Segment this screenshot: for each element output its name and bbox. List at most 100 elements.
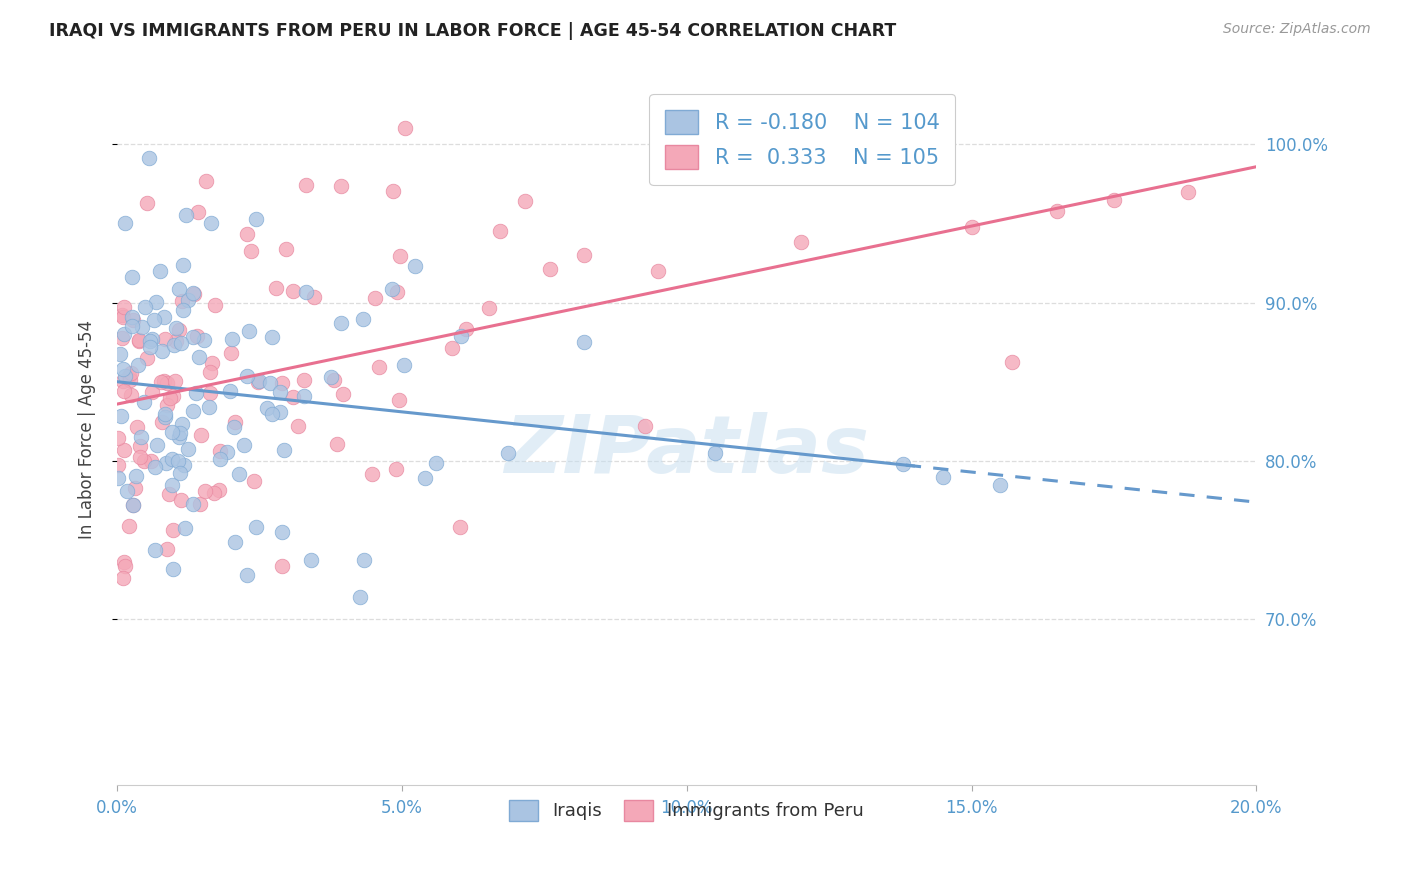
Point xyxy=(349,590,371,604)
Point xyxy=(170,335,193,350)
Point xyxy=(232,438,254,452)
Point xyxy=(235,227,257,241)
Point xyxy=(219,384,242,398)
Point xyxy=(200,216,222,230)
Point xyxy=(174,521,197,535)
Point xyxy=(160,425,183,439)
Point xyxy=(128,439,150,453)
Point xyxy=(139,454,162,468)
Point xyxy=(224,535,246,549)
Point xyxy=(204,298,226,312)
Point xyxy=(138,151,160,165)
Point xyxy=(789,235,811,250)
Point xyxy=(574,248,596,262)
Point xyxy=(143,459,166,474)
Point xyxy=(128,450,150,464)
Point xyxy=(240,244,263,258)
Point xyxy=(163,338,186,352)
Point xyxy=(404,259,426,273)
Point xyxy=(190,427,212,442)
Point xyxy=(538,262,561,277)
Point xyxy=(167,282,190,296)
Point xyxy=(134,453,156,467)
Point xyxy=(128,334,150,348)
Point xyxy=(112,555,135,569)
Point xyxy=(139,334,162,348)
Point xyxy=(299,553,322,567)
Point xyxy=(132,395,155,409)
Point xyxy=(150,343,173,358)
Point xyxy=(146,438,169,452)
Point xyxy=(111,331,134,345)
Point xyxy=(332,386,354,401)
Point xyxy=(172,302,194,317)
Point xyxy=(112,300,135,314)
Point xyxy=(177,442,200,456)
Point xyxy=(260,407,283,421)
Point xyxy=(221,346,243,360)
Point xyxy=(295,285,318,300)
Point xyxy=(269,385,291,400)
Point xyxy=(249,374,271,388)
Point xyxy=(153,310,176,325)
Point xyxy=(167,323,190,337)
Point xyxy=(110,409,132,423)
Point xyxy=(449,520,471,534)
Point xyxy=(176,208,198,222)
Point xyxy=(329,316,352,330)
Point xyxy=(112,571,135,585)
Point xyxy=(256,401,278,415)
Point xyxy=(118,369,141,384)
Point xyxy=(259,376,281,390)
Point xyxy=(112,327,135,342)
Point xyxy=(238,325,260,339)
Point xyxy=(118,373,141,387)
Point xyxy=(194,484,217,499)
Point xyxy=(136,195,159,210)
Point xyxy=(380,282,402,296)
Point xyxy=(1177,185,1199,199)
Point xyxy=(169,425,191,440)
Point xyxy=(186,329,208,343)
Point xyxy=(143,543,166,558)
Point xyxy=(634,419,657,434)
Text: ZIPatlas: ZIPatlas xyxy=(505,411,869,490)
Point xyxy=(360,467,382,481)
Point xyxy=(513,194,536,208)
Point xyxy=(124,481,146,495)
Point xyxy=(136,351,159,366)
Point xyxy=(209,443,232,458)
Text: Source: ZipAtlas.com: Source: ZipAtlas.com xyxy=(1223,22,1371,37)
Point xyxy=(177,293,200,307)
Point xyxy=(128,333,150,347)
Point xyxy=(145,294,167,309)
Point xyxy=(222,419,245,434)
Point xyxy=(156,398,179,412)
Point xyxy=(160,477,183,491)
Point xyxy=(186,386,208,401)
Point xyxy=(190,497,212,511)
Point xyxy=(183,287,205,301)
Point xyxy=(108,347,131,361)
Point xyxy=(392,358,415,372)
Point xyxy=(159,391,181,405)
Point xyxy=(181,497,204,511)
Text: IRAQI VS IMMIGRANTS FROM PERU IN LABOR FORCE | AGE 45-54 CORRELATION CHART: IRAQI VS IMMIGRANTS FROM PERU IN LABOR F… xyxy=(49,22,897,40)
Point xyxy=(165,334,187,348)
Point xyxy=(209,452,232,467)
Point xyxy=(120,366,142,380)
Point xyxy=(269,405,291,419)
Point xyxy=(121,270,143,285)
Point xyxy=(121,498,143,512)
Point xyxy=(181,404,204,418)
Point xyxy=(385,285,408,299)
Point xyxy=(384,462,406,476)
Point xyxy=(114,216,136,230)
Point xyxy=(273,442,295,457)
Point xyxy=(118,519,141,533)
Point xyxy=(235,568,257,582)
Point xyxy=(1001,354,1024,368)
Point xyxy=(198,386,221,401)
Point xyxy=(139,340,162,354)
Point xyxy=(450,329,472,343)
